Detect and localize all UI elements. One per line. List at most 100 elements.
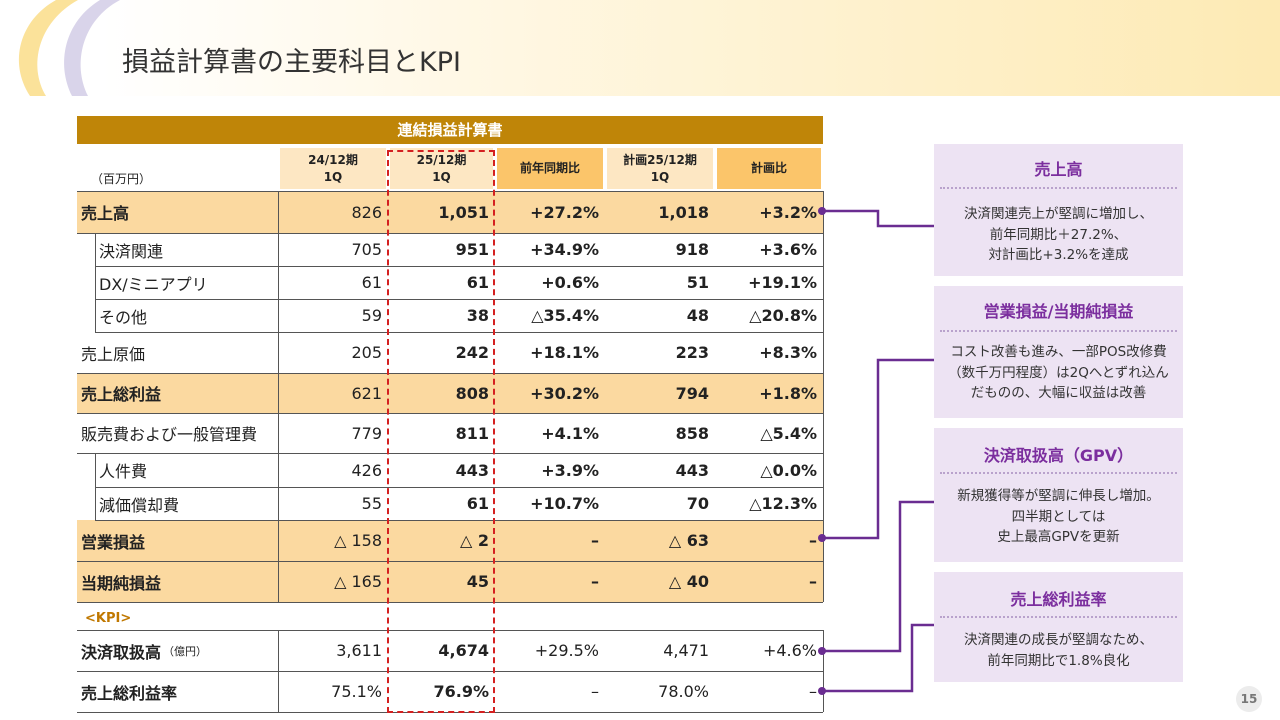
table-cell: +34.9% <box>530 240 599 259</box>
row-label: 売上原価 <box>77 332 278 373</box>
table-cell: △5.4% <box>760 423 817 443</box>
table-cell: △ 165 <box>278 561 388 602</box>
column-header: 25/12期 1Q <box>390 148 493 189</box>
table-cell: – <box>809 682 817 701</box>
table-cell: 76.9% <box>433 682 489 701</box>
row-label-text: 決済関連 <box>99 241 164 261</box>
panel-line: 史上最高GPVを更新 <box>997 529 1120 545</box>
panel-line: 決済関連の成長が堅調なため、 <box>964 632 1153 648</box>
panel-title: 営業損益/当期純損益 <box>983 302 1134 321</box>
panel-line: だものの、大幅に収益は改善 <box>970 385 1147 401</box>
header-band <box>0 0 1280 96</box>
table-cell: 794 <box>605 373 715 413</box>
table-cell: 223 <box>675 343 709 362</box>
row-label-text: 売上原価 <box>81 344 146 364</box>
table-rule <box>77 413 823 414</box>
panel-line: 四半期としては <box>1011 508 1106 525</box>
panel-operating-profit: 営業損益/当期純損益 コスト改善も進み、一部POS改修費 （数千万円程度）は2Q… <box>934 286 1183 418</box>
panel-title: 売上総利益率 <box>1010 590 1107 609</box>
column-header: 24/12期 1Q <box>280 148 386 189</box>
table-cell: 242 <box>455 343 489 362</box>
table-cell: – <box>715 520 823 561</box>
table-rule <box>77 671 823 672</box>
table-cell: 61 <box>466 273 489 292</box>
table-cell: 918 <box>675 240 709 259</box>
table-cell: 51 <box>686 273 709 292</box>
row-label-text: 売上高 <box>81 204 130 223</box>
table-cell: 951 <box>455 240 489 259</box>
panel-line: 決済関連売上が堅調に増加し、 <box>964 206 1153 222</box>
table-cell: 48 <box>686 306 709 325</box>
table-cell: △ 40 <box>605 561 715 602</box>
table-cell: 59 <box>361 306 382 325</box>
table-cell: 426 <box>351 460 382 480</box>
table-cell: 55 <box>361 494 382 513</box>
row-label-text: 販売費および一般管理費 <box>81 425 258 444</box>
table-cell: – <box>495 561 605 602</box>
table-rule <box>77 630 823 631</box>
row-label: 人件費 <box>95 453 278 487</box>
table-cell: +29.5% <box>534 641 599 660</box>
table-cell: +1.8% <box>715 373 823 413</box>
table-cell: △ 63 <box>605 520 715 561</box>
table-rule <box>77 191 823 192</box>
table-cell: 443 <box>455 460 489 480</box>
table-rule <box>95 487 823 488</box>
panel-line: コスト改善も進み、一部POS改修費 <box>950 344 1167 360</box>
row-label-text: 当期純損益 <box>81 573 162 593</box>
table-rule <box>95 332 823 333</box>
panel-line: （数千万円程度）は2Qへとずれ込ん <box>948 364 1169 381</box>
panel-title: 売上高 <box>1034 160 1083 179</box>
column-header: 計画比 <box>717 148 821 189</box>
table-cell: △12.3% <box>749 494 817 513</box>
table-cell: 45 <box>388 561 495 602</box>
row-label: 当期純損益 <box>77 561 278 602</box>
row-label-text: 決済取扱高 <box>81 642 162 662</box>
row-label: 決済関連 <box>95 233 278 266</box>
table-cell: 1,051 <box>388 191 495 233</box>
panel-gpv: 決済取扱高（GPV） 新規獲得等が堅調に伸長し増加。 四半期としては 史上最高G… <box>934 428 1183 562</box>
panel-line: 対計画比+3.2%を達成 <box>988 247 1129 263</box>
table-rule <box>95 520 823 521</box>
table-cell: 38 <box>466 306 489 325</box>
table-cell: +0.6% <box>541 273 599 292</box>
table-rule <box>278 191 279 602</box>
table-cell: 78.0% <box>658 682 709 701</box>
column-header: 計画25/12期 1Q <box>607 148 713 189</box>
table-rule <box>77 233 823 234</box>
row-label: 販売費および一般管理費 <box>77 413 278 453</box>
table-cell: 858 <box>675 423 709 443</box>
row-label-text: 売上総利益率 <box>81 683 178 703</box>
row-label-text: 減価償却費 <box>99 495 180 515</box>
page-title: 損益計算書の主要科目とKPI <box>122 47 461 78</box>
row-label-text: 営業損益 <box>81 532 146 552</box>
current-period-highlight-box <box>387 150 495 713</box>
table-cell: 75.1% <box>331 682 382 701</box>
row-label: 決済取扱高 （億円） <box>77 630 278 671</box>
row-label: その他 <box>95 299 278 332</box>
table-cell: +18.1% <box>530 343 599 362</box>
table-cell: △ 158 <box>278 520 388 561</box>
kpi-label: <KPI> <box>85 611 132 626</box>
table-cell: 779 <box>351 423 382 443</box>
unit-label: （百万円） <box>91 172 152 186</box>
panel-line: 前年同期比で1.8%良化 <box>987 652 1130 669</box>
table-rule <box>95 266 823 267</box>
panel-title: 決済取扱高（GPV） <box>983 446 1134 465</box>
row-label: 売上高 <box>77 191 278 233</box>
table-cell: 1,018 <box>605 191 715 233</box>
table-cell: △0.0% <box>760 460 817 480</box>
table-cell: △35.4% <box>531 306 599 325</box>
page-number: 15 <box>1236 686 1262 712</box>
row-label-text: DX/ミニアプリ <box>99 274 208 294</box>
column-header: 前年同期比 <box>497 148 603 189</box>
header-arc-decoration <box>18 0 120 96</box>
table-cell: +4.1% <box>541 423 599 443</box>
row-label: 減価償却費 <box>95 487 278 520</box>
table-cell: – <box>495 520 605 561</box>
row-label: 売上総利益 <box>77 373 278 413</box>
table-cell: 811 <box>455 423 489 443</box>
table-cell: 621 <box>278 373 388 413</box>
table-cell: 808 <box>388 373 495 413</box>
